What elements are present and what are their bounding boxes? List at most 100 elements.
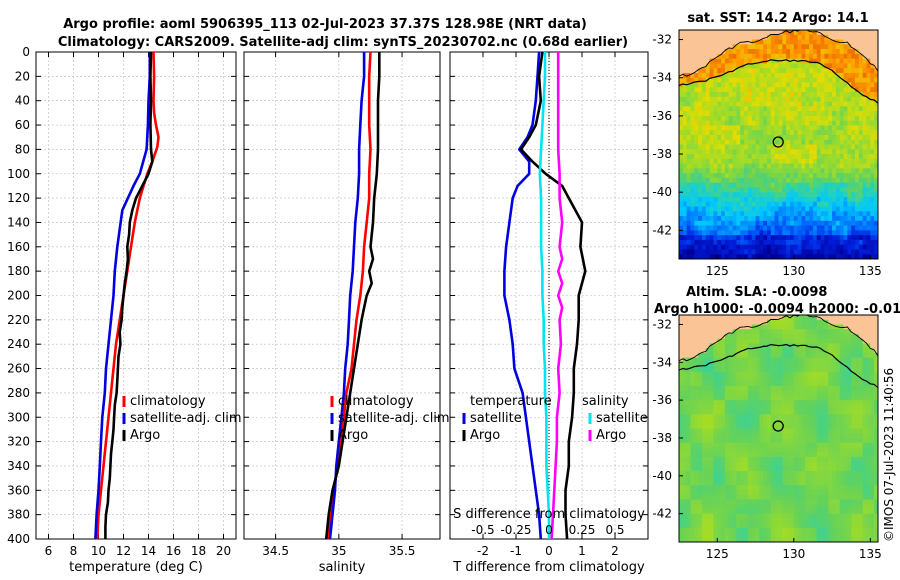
heatmap-cell [824,414,829,420]
heatmap-cell [786,475,791,482]
heatmap-cell [832,376,837,382]
heatmap-cell [728,338,734,344]
heatmap-cell [843,385,848,392]
heatmap-cell [774,385,779,392]
heatmap-cell [874,244,878,250]
heatmap-cell [774,244,779,250]
heatmap-cell [701,44,707,50]
heatmap-cell [709,192,714,198]
heatmap-cell [851,192,856,198]
heatmap-cell [851,134,856,141]
heatmap-cell [839,338,845,344]
heatmap-cell [701,39,707,45]
heatmap-cell [847,211,852,217]
heatmap-cell [874,87,878,93]
heatmap-cell [801,494,806,500]
heatmap-cell [751,494,757,500]
heatmap-cell [851,163,856,169]
heatmap-cell [740,357,745,363]
heatmap-cell [820,315,825,321]
heatmap-cell [701,489,707,496]
heatmap-cell [855,53,860,60]
heatmap-cell [839,475,845,482]
heatmap-cell [736,235,741,241]
heatmap-cell [690,49,695,55]
heatmap-cell [828,225,833,231]
heatmap-cell [751,404,757,411]
heatmap-cell [778,452,783,458]
heatmap-cell [832,201,837,208]
heatmap-cell [728,447,734,453]
heatmap-cell [686,532,691,538]
heatmap-cell [816,499,822,505]
heatmap-cell [789,475,795,482]
heatmap-cell [694,428,699,434]
heatmap-cell [870,120,875,126]
heatmap-cell [851,254,856,259]
heatmap-cell [809,489,814,496]
heatmap-cell [851,249,856,255]
heatmap-cell [801,423,806,429]
heatmap-cell [698,68,703,74]
heatmap-cell [774,149,779,155]
heatmap-cell [679,134,684,141]
heatmap-cell [744,400,749,406]
heatmap-cell [782,30,787,36]
heatmap-cell [744,58,749,64]
heatmap-cell [858,249,864,255]
heatmap-cell [679,409,684,415]
heatmap-cell [759,72,764,79]
heatmap-cell [774,196,779,203]
heatmap-cell [721,367,726,373]
heatmap-cell [797,338,802,344]
heatmap-cell [724,523,730,529]
heatmap-cell [820,201,825,208]
heatmap-cell [789,49,795,55]
heatmap-cell [793,44,799,50]
heatmap-cell [816,442,822,448]
heatmap-cell [701,390,707,396]
heatmap-cell [812,101,818,107]
heatmap-cell [755,244,760,250]
heatmap-cell [686,385,691,392]
heatmap-cell [774,333,779,340]
heatmap-cell [682,68,688,74]
heatmap-cell [824,419,829,425]
heatmap-cell [847,87,852,93]
heatmap-cell [724,58,730,64]
heatmap-cell [828,485,833,491]
heatmap-cell [816,338,822,344]
heatmap-cell [694,333,699,340]
heatmap-cell [816,68,822,74]
heatmap-cell [820,134,825,141]
x-tick-label: 12 [116,544,131,558]
heatmap-cell [847,49,852,55]
heatmap-cell [789,423,795,429]
heatmap-cell [709,149,714,155]
heatmap-cell [820,149,825,155]
heatmap-cell [835,480,841,486]
heatmap-cell [770,182,776,188]
heatmap-cell [698,352,703,359]
heatmap-cell [858,111,864,117]
heatmap-cell [690,58,695,64]
heatmap-cell [870,216,875,222]
heatmap-cell [858,173,864,179]
heatmap-cell [832,139,837,145]
heatmap-cell [709,239,714,246]
heatmap-cell [801,139,806,145]
heatmap-cell [701,461,707,467]
heatmap-cell [728,523,734,529]
heatmap-cell [797,106,802,112]
heatmap-cell [759,348,764,354]
heatmap-cell [709,139,714,145]
heatmap-cell [855,106,860,112]
heatmap-cell [797,182,802,188]
heatmap-cell [782,404,787,411]
heatmap-cell [774,343,779,349]
heatmap-cell [847,154,852,160]
heatmap-cell [690,63,695,69]
heatmap-cell [832,456,837,463]
heatmap-cell [858,115,864,122]
heatmap-cell [736,385,741,392]
